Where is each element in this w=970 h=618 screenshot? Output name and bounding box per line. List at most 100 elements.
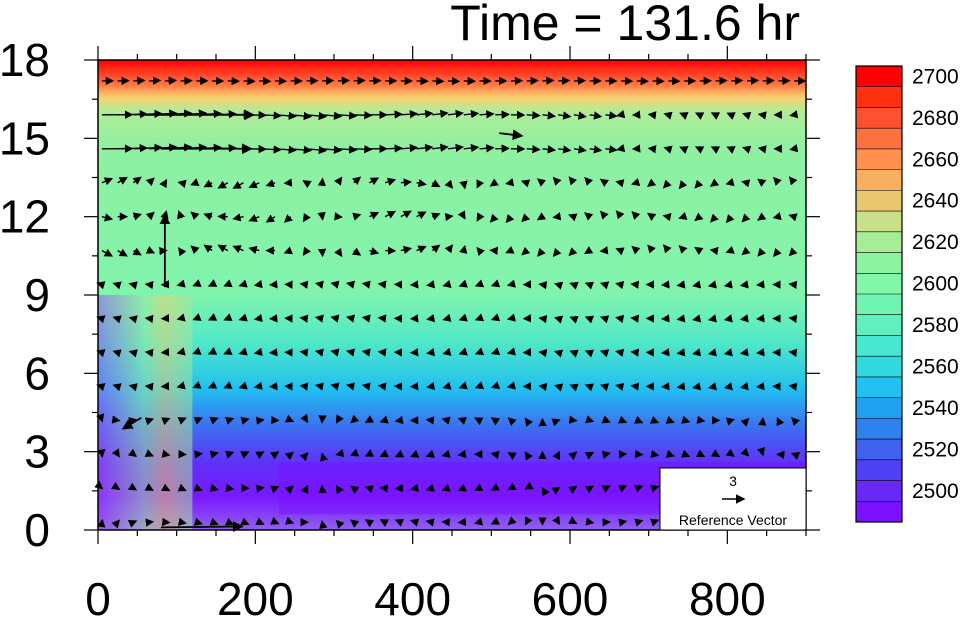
wind-vector (394, 415, 404, 425)
colorbar-label: 2540 (912, 397, 959, 420)
wind-vector (615, 280, 625, 290)
wind-vector (710, 112, 721, 120)
wind-vector (505, 213, 515, 224)
wind-vector (193, 416, 203, 425)
wind-vector (270, 516, 280, 525)
wind-vector (425, 416, 435, 425)
wind-vector (739, 382, 749, 391)
wind-vector (692, 314, 702, 323)
wind-vector (192, 380, 202, 389)
wind-vector (361, 314, 371, 323)
wind-vector (605, 145, 618, 154)
wind-vector (361, 382, 371, 391)
wind-vector (788, 382, 798, 391)
wind-vector (144, 483, 154, 491)
wind-vector (426, 314, 436, 323)
wind-vector (601, 450, 611, 460)
wind-vector (265, 214, 276, 223)
wind-vector (679, 146, 689, 154)
wind-vector (678, 180, 688, 190)
wind-vector (506, 381, 516, 390)
wind-vector (314, 314, 324, 323)
wind-vector (400, 210, 412, 219)
wind-vector (442, 279, 452, 288)
wind-vector (379, 449, 389, 458)
wind-vector (615, 348, 625, 358)
wind-vector (442, 347, 452, 356)
wind-vector (207, 313, 218, 321)
wind-vector (248, 245, 260, 255)
wind-vector (145, 246, 156, 254)
x-tick-label: 600 (532, 573, 609, 618)
wind-vector (409, 518, 420, 527)
wind-vector (505, 245, 515, 254)
wind-vector (274, 111, 298, 120)
wind-vector (128, 281, 138, 290)
wind-vector (507, 452, 517, 461)
wind-vector (444, 244, 454, 254)
wind-vector (709, 246, 719, 256)
wind-vector (117, 176, 128, 185)
wind-vector (584, 212, 594, 221)
wind-vector (490, 516, 501, 525)
wind-vector (330, 382, 340, 391)
wind-vector (274, 145, 298, 154)
x-tick-label: 400 (374, 573, 451, 618)
wind-vector (476, 179, 485, 189)
y-tick-label: 3 (24, 426, 50, 478)
wind-vector (476, 246, 486, 257)
wind-vector (223, 313, 233, 322)
wind-vector (790, 452, 801, 460)
wind-vector (232, 213, 244, 222)
wind-vector (203, 212, 213, 221)
wind-vector (314, 348, 324, 357)
wind-vector (322, 145, 343, 154)
wind-vector (364, 485, 374, 494)
wind-vector (676, 280, 686, 289)
wind-vector (584, 349, 595, 358)
wind-vector (473, 517, 484, 526)
wind-vector (270, 451, 280, 460)
wind-vector (646, 212, 657, 222)
wind-vector (723, 280, 733, 289)
wind-vector (377, 280, 387, 289)
wind-vector (270, 485, 280, 494)
wind-vector (369, 177, 380, 186)
wind-vector (615, 382, 625, 391)
wind-vector (128, 315, 138, 324)
wind-vector (284, 414, 295, 423)
wind-vector (552, 450, 561, 461)
wind-vector (384, 210, 397, 219)
wind-vector (599, 349, 610, 358)
wind-vector (615, 210, 625, 220)
wind-vector (416, 143, 434, 153)
colorbar-swatch (856, 335, 902, 357)
wind-vector (248, 180, 260, 189)
wind-vector (479, 144, 495, 153)
colorbar-swatch (856, 501, 902, 523)
wind-vector (193, 517, 203, 526)
wind-vector (723, 314, 733, 323)
wind-vector (283, 178, 293, 187)
wind-vector (490, 279, 501, 288)
y-tick-label: 6 (24, 347, 50, 399)
wind-vector (558, 145, 572, 154)
wind-vector (145, 211, 155, 221)
wind-vector (463, 109, 480, 119)
wind-vector (337, 145, 358, 154)
wind-vector (490, 381, 501, 390)
wind-vector (634, 484, 644, 493)
wind-vector (599, 178, 610, 187)
wind-vector (520, 179, 531, 188)
colorbar-label: 2580 (912, 314, 959, 337)
wind-vector (568, 213, 578, 222)
wind-vector (330, 314, 340, 323)
wind-vector (238, 279, 248, 288)
wind-vectors (94, 76, 807, 532)
wind-vector (788, 247, 798, 257)
wind-vector-strong (499, 129, 524, 141)
wind-vector (552, 176, 562, 186)
wind-vector (302, 246, 312, 256)
wind-vector (299, 382, 309, 391)
wind-vector (601, 415, 611, 424)
